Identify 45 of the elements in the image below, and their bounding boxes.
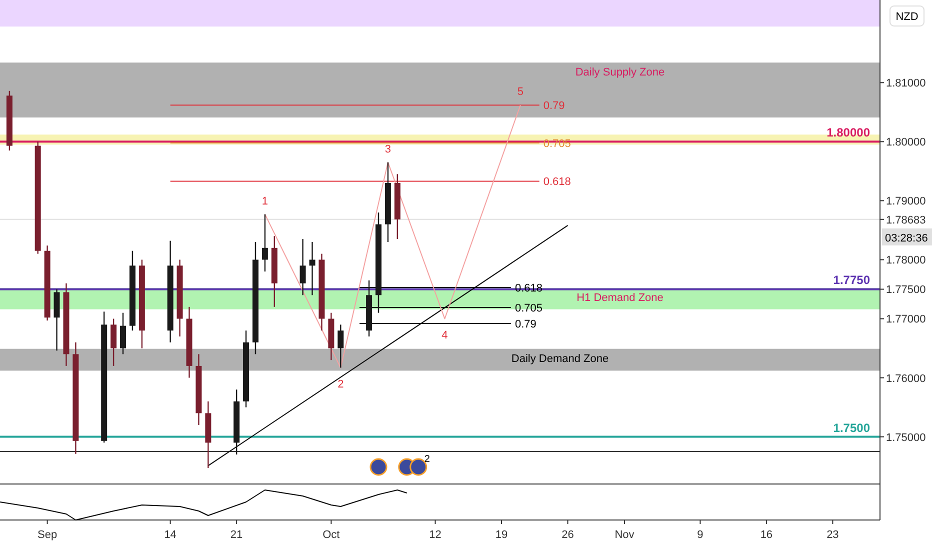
band-label: H1 Demand Zone (576, 292, 664, 304)
x-tick-label: 16 (760, 529, 773, 541)
y-tick-label: 1.75000 (886, 432, 926, 444)
candlestick (262, 214, 268, 272)
x-tick-label: 21 (230, 529, 243, 541)
y-tick-label: 1.78000 (886, 254, 926, 267)
y-tick-label: 1.78683 (886, 214, 926, 226)
annotation: 5 (517, 86, 524, 98)
series-label: 0.705 (543, 138, 571, 150)
y-tick-label: 1.80000 (886, 136, 926, 149)
annotation: 2 (424, 454, 430, 465)
x-tick-label: 23 (826, 529, 839, 541)
text: 03:28:36 (885, 232, 928, 244)
x-tick-label: 19 (495, 529, 508, 541)
y-tick-label: 1.79000 (886, 196, 926, 208)
x-tick-label: 9 (697, 529, 704, 541)
annotation: 2 (338, 378, 344, 391)
series-label: 0.618 (543, 176, 571, 188)
candlestick (309, 241, 316, 296)
y-tick-label: 1.77000 (886, 314, 926, 326)
ref-line-label: 1.7500 (833, 420, 870, 435)
series-label: 0.705 (514, 302, 542, 315)
series-label: 0.79 (514, 318, 536, 330)
y-tick-label: 1.76000 (886, 372, 926, 385)
annotation: 1 (262, 195, 268, 208)
candlestick (110, 318, 117, 367)
band-label: Daily Supply Zone (575, 66, 665, 79)
band-label: Daily Demand Zone (511, 352, 609, 365)
x-tick-label: 26 (562, 529, 574, 541)
candlestick (120, 312, 126, 355)
x-tick-label: Sep (38, 529, 58, 541)
annotation: 3 (384, 143, 392, 156)
text: NZD (896, 11, 918, 23)
x-tick-label: 14 (164, 529, 176, 541)
candlestick (338, 324, 344, 368)
x-tick-label: Oct (322, 529, 340, 541)
y-tick-label: 1.77500 (886, 284, 926, 296)
x-tick-label: Nov (614, 529, 635, 541)
series-label: 0.79 (543, 100, 565, 112)
ref-line-label: 1.80000 (826, 126, 870, 140)
annotation: 4 (442, 330, 448, 342)
y-tick-label: 1.81000 (886, 78, 926, 90)
candlestick (300, 238, 306, 296)
x-tick-label: 12 (429, 529, 442, 541)
ref-line-label: 1.7750 (833, 273, 870, 288)
